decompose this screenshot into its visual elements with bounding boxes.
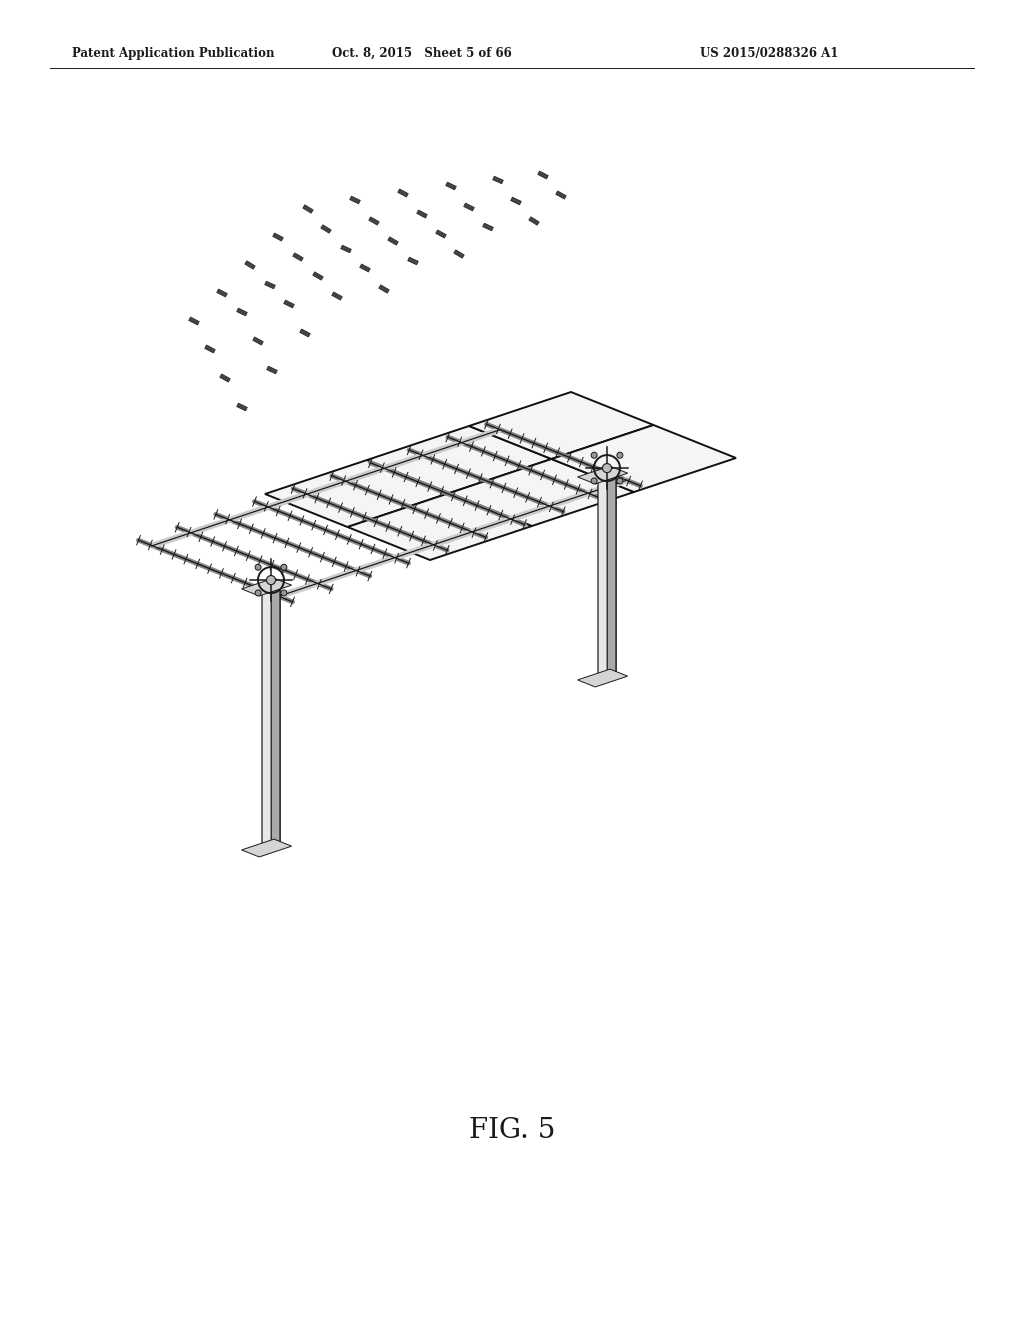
Polygon shape <box>237 308 248 315</box>
Polygon shape <box>347 492 532 560</box>
Polygon shape <box>284 300 294 308</box>
Polygon shape <box>321 224 332 234</box>
Polygon shape <box>598 474 616 682</box>
Text: US 2015/0288326 A1: US 2015/0288326 A1 <box>700 46 839 59</box>
Polygon shape <box>293 253 303 261</box>
Circle shape <box>255 564 261 570</box>
Polygon shape <box>220 374 230 383</box>
Polygon shape <box>271 582 280 847</box>
Polygon shape <box>242 840 292 857</box>
Polygon shape <box>511 197 521 205</box>
Polygon shape <box>367 426 552 492</box>
Circle shape <box>281 590 287 595</box>
Polygon shape <box>242 578 292 595</box>
Polygon shape <box>300 329 310 337</box>
Polygon shape <box>417 210 427 218</box>
Circle shape <box>255 590 261 595</box>
Polygon shape <box>265 459 450 527</box>
Polygon shape <box>464 203 474 211</box>
Polygon shape <box>188 317 200 325</box>
Polygon shape <box>272 232 284 242</box>
Circle shape <box>616 478 623 484</box>
Polygon shape <box>469 392 653 459</box>
Polygon shape <box>556 191 566 199</box>
Polygon shape <box>253 337 263 345</box>
Polygon shape <box>482 223 494 231</box>
Circle shape <box>591 478 597 484</box>
Polygon shape <box>578 466 628 484</box>
Polygon shape <box>262 586 280 853</box>
Polygon shape <box>359 264 371 272</box>
Polygon shape <box>408 257 419 265</box>
Polygon shape <box>369 216 379 226</box>
Circle shape <box>616 453 623 458</box>
Text: Patent Application Publication: Patent Application Publication <box>72 46 274 59</box>
Text: FIG. 5: FIG. 5 <box>469 1117 555 1143</box>
Polygon shape <box>397 189 409 197</box>
Polygon shape <box>538 170 549 180</box>
Polygon shape <box>266 366 278 374</box>
Circle shape <box>281 564 287 570</box>
Polygon shape <box>445 182 457 190</box>
Polygon shape <box>312 272 324 280</box>
Polygon shape <box>450 459 634 525</box>
Circle shape <box>602 463 611 473</box>
Polygon shape <box>607 470 616 677</box>
Polygon shape <box>528 216 540 226</box>
Circle shape <box>591 453 597 458</box>
Polygon shape <box>245 260 255 269</box>
Polygon shape <box>552 425 736 492</box>
Polygon shape <box>332 292 342 300</box>
Polygon shape <box>349 197 360 205</box>
Text: Oct. 8, 2015   Sheet 5 of 66: Oct. 8, 2015 Sheet 5 of 66 <box>332 46 512 59</box>
Polygon shape <box>264 281 275 289</box>
Polygon shape <box>205 345 215 354</box>
Polygon shape <box>237 403 248 411</box>
Circle shape <box>266 576 275 585</box>
Polygon shape <box>388 236 398 246</box>
Polygon shape <box>493 176 504 183</box>
Polygon shape <box>578 669 628 686</box>
Polygon shape <box>217 289 227 297</box>
Polygon shape <box>303 205 313 214</box>
Polygon shape <box>379 285 389 293</box>
Polygon shape <box>341 246 351 253</box>
Polygon shape <box>454 249 464 259</box>
Polygon shape <box>435 230 446 238</box>
